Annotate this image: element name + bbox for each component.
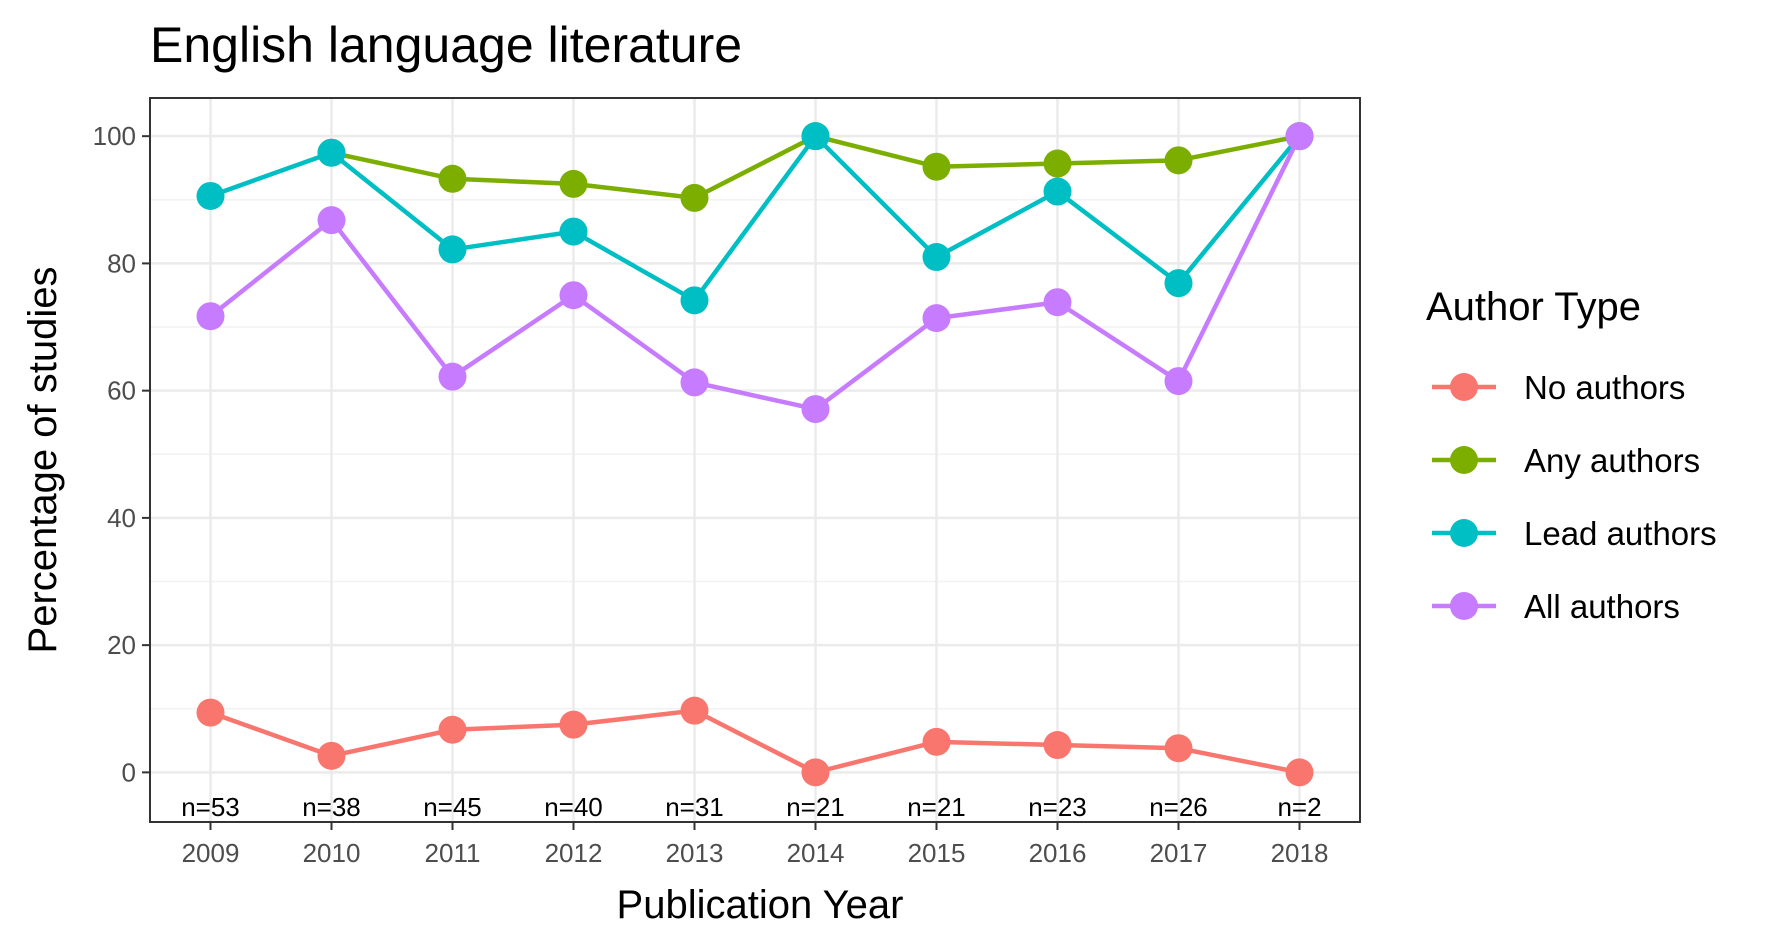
- x-tick-label: 2015: [908, 838, 966, 868]
- series-line-3: [209, 135, 1302, 412]
- data-point: [680, 368, 709, 397]
- n-labels: n=53 n=38 n=45 n=40 n=31 n=21 n=21 n=23 n=26 n=2: [181, 792, 1321, 822]
- x-tick-label: 2013: [666, 838, 724, 868]
- data-point: [801, 395, 830, 424]
- plot-panel: n=53 n=38 n=45 n=40 n=31 n=21 n=21 n=23 n=26 n=2: [149, 97, 1361, 823]
- x-tick-label: 2009: [182, 838, 240, 868]
- data-point: [559, 217, 588, 246]
- data-point: [196, 302, 225, 331]
- n-label: n=53: [181, 792, 240, 822]
- grid-major: [150, 98, 1360, 822]
- y-tick-label: 100: [93, 121, 136, 151]
- data-point: [1043, 149, 1072, 178]
- grid-minor: [150, 199, 1360, 710]
- n-label: n=23: [1028, 792, 1087, 822]
- data-point: [438, 715, 467, 744]
- legend: Author Type No authors Any authors Lead au…: [1426, 285, 1717, 625]
- data-point: [922, 152, 951, 181]
- data-point: [1164, 269, 1193, 298]
- data-point: [559, 710, 588, 739]
- n-label: n=38: [302, 792, 361, 822]
- x-tick-label: 2012: [545, 838, 603, 868]
- data-point: [1164, 367, 1193, 396]
- series-line-2: [209, 133, 1302, 303]
- chart-title: English language literature: [150, 17, 742, 73]
- data-point: [559, 281, 588, 310]
- legend-label: Lead authors: [1524, 515, 1717, 552]
- data-point: [1043, 731, 1072, 760]
- n-label: n=21: [907, 792, 966, 822]
- legend-label: No authors: [1524, 369, 1685, 406]
- data-point: [922, 727, 951, 756]
- data-point: [680, 286, 709, 315]
- data-point: [801, 122, 830, 151]
- legend-key-point: [1450, 373, 1478, 401]
- series-layer: [196, 122, 1314, 787]
- n-label: n=21: [786, 792, 845, 822]
- x-tick-label: 2014: [787, 838, 845, 868]
- y-tick-label: 80: [107, 248, 136, 278]
- y-tick-label: 20: [107, 630, 136, 660]
- x-tick-label: 2010: [303, 838, 361, 868]
- x-axis-title: Publication Year: [617, 883, 904, 927]
- y-tick-label: 60: [107, 376, 136, 406]
- legend-key-point: [1450, 592, 1478, 620]
- data-point: [1164, 734, 1193, 763]
- data-point: [1043, 288, 1072, 317]
- data-point: [1285, 122, 1314, 151]
- data-point: [680, 183, 709, 212]
- data-point: [196, 181, 225, 210]
- legend-label: All authors: [1524, 588, 1680, 625]
- n-label: n=40: [544, 792, 603, 822]
- data-point: [922, 243, 951, 272]
- panel-border: [149, 97, 1361, 823]
- data-point: [559, 169, 588, 198]
- x-tick-label: 2018: [1271, 838, 1329, 868]
- data-point: [317, 741, 346, 770]
- data-point: [680, 696, 709, 725]
- data-point: [438, 164, 467, 193]
- legend-label: Any authors: [1524, 442, 1700, 479]
- x-tick-label: 2016: [1029, 838, 1087, 868]
- data-point: [317, 138, 346, 167]
- n-label: n=26: [1149, 792, 1208, 822]
- data-point: [1164, 146, 1193, 175]
- n-label: n=45: [423, 792, 482, 822]
- y-axis-title: Percentage of studies: [21, 267, 65, 654]
- data-point: [922, 304, 951, 333]
- data-point: [1043, 177, 1072, 206]
- x-tick-label: 2017: [1150, 838, 1208, 868]
- data-point: [317, 206, 346, 235]
- y-tick-label: 40: [107, 503, 136, 533]
- n-label: n=31: [665, 792, 724, 822]
- y-axis: 0 20 40 60 80 100: [93, 121, 150, 787]
- legend-key-point: [1450, 446, 1478, 474]
- data-point: [438, 235, 467, 264]
- legend-title: Author Type: [1426, 285, 1641, 329]
- data-point: [438, 362, 467, 391]
- series-line-0: [209, 708, 1300, 775]
- data-point: [196, 698, 225, 727]
- n-label: n=2: [1277, 792, 1321, 822]
- y-tick-label: 0: [122, 757, 136, 787]
- legend-key-point: [1450, 519, 1478, 547]
- x-axis: 2009 2010 2011 2012 2013 2014 2015 2016 2017 2018: [182, 822, 1329, 868]
- data-point: [801, 758, 830, 787]
- x-tick-label: 2011: [425, 838, 481, 868]
- data-point: [1285, 758, 1314, 787]
